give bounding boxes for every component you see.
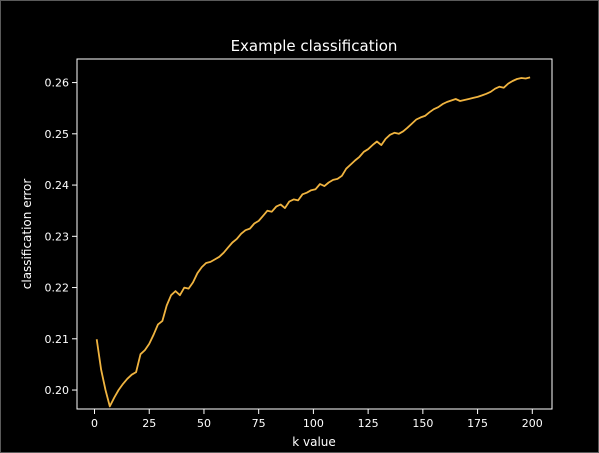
- x-tick-label: 100: [303, 417, 324, 430]
- x-tick-label: 25: [142, 417, 156, 430]
- plot-area-frame: [76, 58, 553, 410]
- y-tick-label: 0.23: [45, 230, 70, 243]
- y-tick-label: 0.22: [45, 282, 70, 295]
- y-axis-ticks: 0.20 0.21 0.22 0.23 0.24 0.25 0.26: [45, 77, 77, 397]
- x-tick-label: 175: [467, 417, 488, 430]
- x-tick-label: 150: [412, 417, 433, 430]
- series-layer: [95, 76, 531, 408]
- x-tick-label: 0: [91, 417, 98, 430]
- x-tick-label: 50: [197, 417, 211, 430]
- x-tick-label: 75: [252, 417, 266, 430]
- y-axis-label: classification error: [20, 179, 34, 290]
- x-axis-ticks: 0 25 50 75 100 125 150 175 200: [91, 409, 543, 430]
- y-tick-label: 0.21: [45, 333, 70, 346]
- y-tick-label: 0.20: [45, 384, 70, 397]
- x-tick-label: 125: [358, 417, 379, 430]
- x-tick-label: 200: [522, 417, 543, 430]
- y-tick-label: 0.25: [45, 128, 70, 141]
- series-line: [95, 76, 531, 408]
- y-tick-label: 0.24: [45, 179, 70, 192]
- x-axis-label: k value: [292, 435, 336, 449]
- chart-title: Example classification: [231, 37, 398, 55]
- y-tick-label: 0.26: [45, 77, 70, 90]
